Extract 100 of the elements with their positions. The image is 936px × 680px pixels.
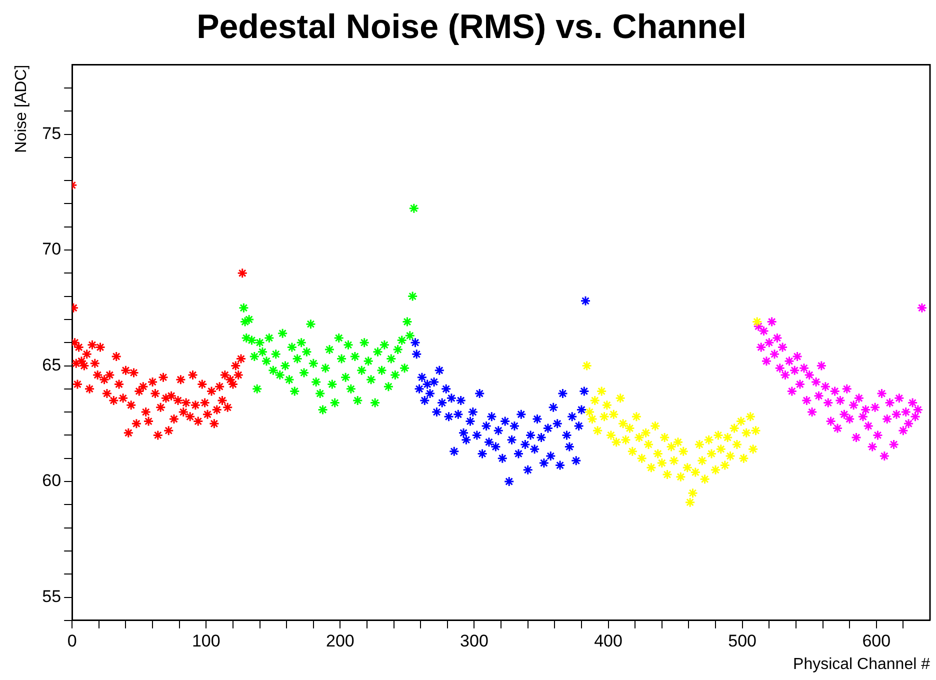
point (440, 384, 452, 394)
point (712, 430, 724, 440)
point (392, 344, 404, 355)
point (330, 398, 340, 408)
point (448, 446, 460, 457)
point (536, 432, 547, 443)
point (888, 439, 900, 450)
point (336, 354, 347, 364)
point (298, 367, 310, 378)
point (772, 332, 782, 344)
point (620, 434, 631, 446)
point (608, 409, 619, 420)
point (678, 446, 689, 457)
point (900, 406, 912, 418)
point (542, 423, 554, 434)
y-tick-label: 55 (42, 586, 62, 606)
point (912, 404, 924, 415)
x-tick-label: 600 (862, 631, 891, 650)
point (769, 348, 780, 360)
point (820, 381, 831, 392)
point (564, 442, 575, 452)
point (602, 400, 612, 410)
point (748, 444, 758, 454)
point (468, 406, 478, 418)
point (758, 326, 770, 336)
point (411, 348, 422, 360)
point (513, 448, 524, 459)
point (410, 337, 421, 348)
point (241, 332, 252, 344)
point (520, 439, 530, 450)
point (794, 379, 806, 390)
point (261, 356, 272, 366)
point (801, 395, 812, 406)
point (761, 356, 772, 366)
point (359, 337, 370, 348)
y-tick-label: 60 (42, 471, 62, 490)
point (756, 342, 766, 352)
point (816, 360, 827, 371)
point (753, 321, 764, 332)
point (274, 370, 286, 380)
point (706, 448, 717, 459)
point (529, 444, 540, 454)
point (292, 354, 303, 364)
x-tick-label: 500 (728, 631, 757, 650)
point (500, 416, 510, 427)
point (738, 453, 749, 464)
point (675, 472, 686, 482)
point (456, 395, 466, 406)
point (798, 362, 810, 374)
point (592, 425, 603, 436)
point (732, 439, 742, 450)
point (618, 418, 628, 429)
point (428, 376, 440, 388)
point (834, 395, 846, 406)
point (652, 448, 664, 459)
point (458, 428, 469, 438)
point (363, 356, 374, 366)
point (646, 462, 656, 473)
point (650, 420, 660, 432)
point (264, 332, 274, 344)
point (643, 439, 654, 450)
point (784, 356, 795, 366)
point (848, 400, 859, 410)
point (481, 420, 492, 432)
point (863, 420, 874, 432)
point (832, 423, 843, 434)
point (422, 379, 433, 390)
point (830, 386, 840, 396)
point (752, 316, 762, 328)
point (472, 430, 482, 440)
point (722, 432, 733, 443)
point (460, 434, 472, 446)
point (404, 330, 416, 341)
point (634, 432, 644, 443)
point (486, 411, 497, 422)
point (436, 398, 448, 408)
point (687, 488, 698, 498)
point (872, 430, 883, 440)
point (656, 458, 668, 468)
point (249, 351, 260, 362)
point (882, 414, 892, 424)
point (898, 425, 908, 436)
point (532, 414, 542, 424)
y-tick-label: 70 (42, 240, 62, 259)
point (516, 409, 526, 420)
point (916, 302, 928, 314)
point (599, 411, 610, 422)
point (484, 436, 494, 448)
point (582, 360, 592, 371)
point (372, 346, 383, 358)
point (640, 428, 652, 438)
point (561, 430, 572, 440)
point (408, 203, 420, 214)
point (725, 450, 736, 462)
point (557, 388, 568, 399)
point (434, 365, 445, 376)
point (668, 455, 680, 466)
point (826, 416, 836, 427)
point (704, 434, 714, 446)
point (854, 392, 864, 404)
